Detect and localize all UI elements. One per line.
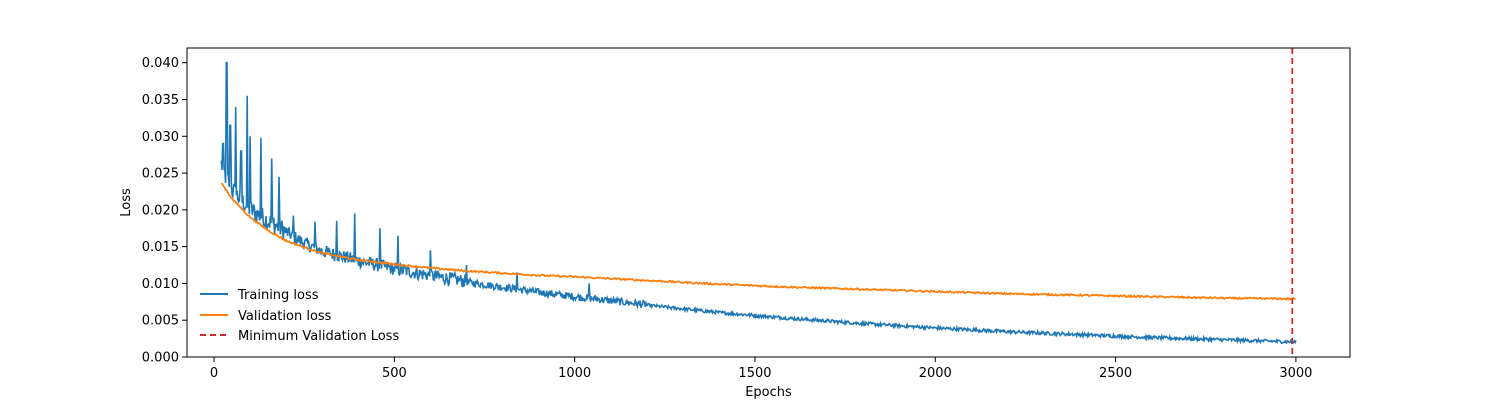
axis-ticks: 0 500 1000 1500 2000 2500 3000 0.000 0.005 0.010 0… [142,56,1313,381]
series-line-validation-loss [220,182,1296,301]
legend: Training loss Validation loss Minimum Va… [200,288,399,344]
x-tick-label: 0 [210,366,218,381]
y-tick-label: 0.040 [142,56,179,71]
y-tick-label: 0.015 [142,240,179,255]
axes-frame [186,47,1351,358]
y-tick-label: 0.025 [142,167,179,182]
legend-label-training: Training loss [237,288,319,303]
y-axis-label: Loss [119,188,134,217]
plot-area [186,47,1351,358]
y-tick-label: 0.005 [142,314,179,329]
y-tick-label: 0.035 [142,93,179,108]
y-tick-label: 0.000 [142,351,179,366]
x-tick-label: 2000 [919,366,952,381]
legend-label-min-validation: Minimum Validation Loss [238,329,399,344]
series-line-training-loss [220,61,1297,345]
y-tick-label: 0.010 [142,277,179,292]
y-tick-label: 0.030 [142,130,179,145]
x-tick-label: 1000 [558,366,591,381]
x-axis-label: Epochs [745,385,792,400]
x-tick-label: 1500 [738,366,771,381]
legend-label-validation: Validation loss [238,309,332,324]
x-tick-label: 2500 [1099,366,1132,381]
y-tick-label: 0.020 [142,203,179,218]
x-tick-label: 3000 [1279,366,1312,381]
x-tick-label: 500 [382,366,407,381]
